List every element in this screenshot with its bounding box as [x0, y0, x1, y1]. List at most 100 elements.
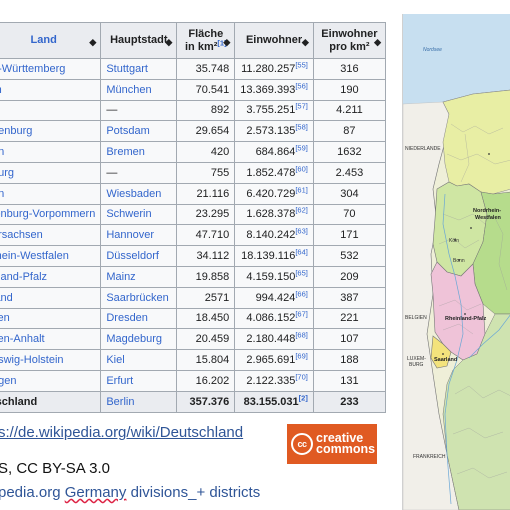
- cc-line1: creative: [316, 431, 364, 445]
- cell-population: 3.755.251[57]: [234, 99, 314, 122]
- land-link[interactable]: n-Württemberg: [0, 62, 66, 75]
- capital-link[interactable]: Saarbrücken: [106, 291, 169, 304]
- land-link[interactable]: sen: [0, 312, 10, 325]
- cell-population: 8.140.242[63]: [234, 224, 314, 247]
- cell-land[interactable]: denburg: [0, 120, 102, 143]
- population-value: 3.755.251: [246, 104, 296, 117]
- population-ref[interactable]: [60]: [295, 164, 308, 174]
- land-link[interactable]: lenburg-Vorpommern: [0, 208, 96, 221]
- region-niedersachsen: [442, 89, 510, 195]
- cell-land[interactable]: ngen: [0, 369, 102, 392]
- population-value: 2.180.448: [246, 333, 296, 346]
- source-url-link[interactable]: s://de.wikipedia.org/wiki/Deutschland: [0, 424, 244, 441]
- sort-icon[interactable]: ◆: [223, 37, 231, 47]
- header-density[interactable]: Einwohner pro km² ◆: [312, 22, 387, 59]
- cell-land[interactable]: en: [0, 182, 102, 205]
- land-link[interactable]: burg: [0, 166, 15, 179]
- population-ref[interactable]: [70]: [295, 372, 308, 382]
- sort-icon[interactable]: ◆: [89, 37, 97, 47]
- population-ref[interactable]: [59]: [295, 143, 308, 153]
- land-link[interactable]: nland-Pfalz: [0, 270, 48, 283]
- cell-land[interactable]: land: [0, 286, 102, 309]
- capital-link[interactable]: Mainz: [106, 270, 136, 283]
- capital-link[interactable]: Wiesbaden: [106, 187, 162, 200]
- cell-land[interactable]: en: [0, 141, 102, 163]
- capital-link[interactable]: Schwerin: [106, 208, 152, 221]
- capital-link[interactable]: Dresden: [106, 312, 148, 325]
- population-ref[interactable]: [55]: [295, 60, 308, 70]
- capital-link[interactable]: Potsdam: [106, 125, 150, 138]
- population-ref[interactable]: [65]: [295, 268, 308, 278]
- land-link[interactable]: ersachsen: [0, 229, 43, 242]
- cell-area: 357.376: [176, 390, 236, 413]
- header-land[interactable]: Land ◆: [0, 22, 102, 59]
- cell-area: 18.450: [176, 307, 236, 330]
- sort-icon[interactable]: ◆: [165, 37, 173, 47]
- cell-area: 755: [176, 161, 236, 184]
- population-ref[interactable]: [58]: [295, 122, 308, 132]
- population-ref[interactable]: [56]: [295, 81, 308, 91]
- population-ref[interactable]: [61]: [295, 185, 308, 195]
- germany-map: Nordsee NIEDERLANDE Nordrhein- Westfalen…: [402, 14, 510, 510]
- land-link[interactable]: eswig-Holstein: [0, 354, 64, 367]
- land-link[interactable]: ngen: [0, 374, 17, 387]
- capital-link[interactable]: München: [106, 83, 152, 96]
- population-ref[interactable]: [67]: [295, 309, 308, 319]
- capital-link[interactable]: Hannover: [106, 229, 155, 242]
- cell-land[interactable]: ersachsen: [0, 224, 102, 247]
- population-ref[interactable]: [63]: [295, 226, 308, 236]
- land-link[interactable]: rhein-Westfalen: [0, 250, 69, 263]
- sort-icon[interactable]: ◆: [374, 37, 381, 47]
- population-value: 8.140.242: [246, 229, 296, 242]
- header-population[interactable]: Einwohner ◆: [234, 22, 314, 59]
- land-link[interactable]: rn: [0, 84, 2, 96]
- capital-link[interactable]: Berlin: [106, 395, 135, 408]
- cell-density: 209: [312, 265, 387, 288]
- cell-land[interactable]: rn: [0, 78, 102, 101]
- table-body: n-WürttembergStuttgart35.74811.280.257[5…: [0, 58, 387, 413]
- cell-land[interactable]: nland-Pfalz: [0, 265, 102, 288]
- land-link[interactable]: sen-Anhalt: [0, 333, 45, 346]
- population-ref[interactable]: [66]: [295, 289, 308, 298]
- cell-land: tschland: [0, 390, 102, 413]
- capital-link[interactable]: Erfurt: [106, 374, 134, 387]
- cell-land[interactable]: sen-Anhalt: [0, 328, 102, 351]
- cell-area: 19.858: [176, 265, 236, 288]
- population-value: 6.420.729: [246, 187, 296, 200]
- capital-link[interactable]: Düsseldorf: [106, 250, 159, 263]
- population-ref[interactable]: [62]: [295, 205, 308, 215]
- cell-capital: —: [100, 161, 178, 184]
- cell-land[interactable]: lenburg-Vorpommern: [0, 203, 102, 226]
- cell-land[interactable]: n: [0, 99, 102, 122]
- cell-land[interactable]: sen: [0, 307, 102, 330]
- land-link[interactable]: denburg: [0, 125, 33, 138]
- capital-none: —: [106, 166, 118, 179]
- land-link[interactable]: land: [0, 291, 13, 304]
- population-ref[interactable]: [69]: [295, 351, 308, 361]
- capital-link[interactable]: Magdeburg: [106, 333, 162, 346]
- header-capital[interactable]: Hauptstadt ◆: [100, 22, 178, 59]
- table-row: sen-AnhaltMagdeburg20.4592.180.448[68]10…: [0, 328, 387, 351]
- capital-link[interactable]: Bremen: [106, 146, 145, 159]
- capital-link[interactable]: Stuttgart: [106, 62, 148, 75]
- cell-land[interactable]: burg: [0, 161, 102, 184]
- capital-link[interactable]: Kiel: [106, 354, 125, 367]
- cell-land[interactable]: eswig-Holstein: [0, 349, 102, 371]
- cell-population: 2.965.691[69]: [234, 349, 314, 371]
- population-ref[interactable]: [68]: [295, 330, 308, 340]
- population-ref[interactable]: [2]: [298, 392, 308, 402]
- cell-land[interactable]: n-Württemberg: [0, 58, 102, 80]
- population-ref[interactable]: [57]: [295, 101, 308, 111]
- header-area[interactable]: Fläche in km²[1] ◆: [176, 22, 236, 59]
- cell-capital: Düsseldorf: [100, 245, 178, 267]
- cell-population: 6.420.729[61]: [234, 182, 314, 205]
- cell-land[interactable]: rhein-Westfalen: [0, 245, 102, 267]
- land-link[interactable]: en: [0, 146, 4, 158]
- land-link[interactable]: en: [0, 188, 4, 200]
- region-saarland: [430, 335, 452, 369]
- header-area-ref[interactable]: [1]: [217, 37, 227, 47]
- sort-icon[interactable]: ◆: [301, 37, 309, 47]
- population-ref[interactable]: [64]: [295, 247, 308, 257]
- cell-population: 13.369.393[56]: [234, 78, 314, 101]
